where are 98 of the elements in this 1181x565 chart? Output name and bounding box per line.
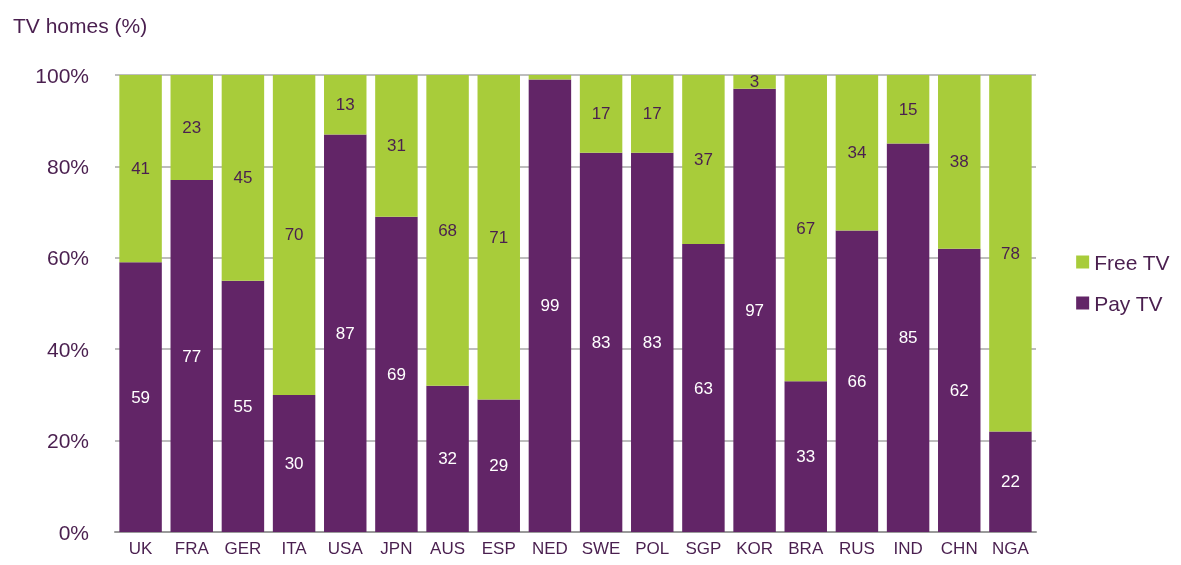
data-label: 15 <box>898 99 918 119</box>
bar <box>477 75 520 400</box>
data-label: 55 <box>233 396 253 416</box>
data-label: 77 <box>182 346 202 366</box>
bar <box>324 75 367 135</box>
data-label: 68 <box>438 220 458 240</box>
bar <box>579 152 623 532</box>
y-tick-label: 40% <box>46 337 89 361</box>
x-tick-label: KOR <box>736 539 774 558</box>
bar <box>119 75 162 263</box>
legend-label: Pay TV <box>1094 291 1163 315</box>
bar <box>989 75 1032 432</box>
data-label: 31 <box>386 136 406 156</box>
data-label: 70 <box>284 225 304 245</box>
bar <box>272 394 316 532</box>
data-label: 87 <box>335 323 355 343</box>
bar <box>528 75 572 80</box>
data-label: 59 <box>131 387 151 407</box>
data-label: 30 <box>284 453 304 473</box>
data-label: 3 <box>749 72 760 92</box>
y-axis-title: TV homes (%) <box>13 14 148 37</box>
data-label: 32 <box>438 449 458 469</box>
bar <box>682 244 725 532</box>
data-label: 22 <box>1000 472 1020 492</box>
bar <box>272 75 316 395</box>
bar <box>938 248 981 532</box>
data-label: 99 <box>540 296 560 316</box>
bar <box>886 143 930 532</box>
bar <box>733 88 776 532</box>
x-tick-label: SWE <box>581 539 621 558</box>
bar <box>221 75 265 281</box>
data-label: 97 <box>745 300 765 320</box>
data-label: 71 <box>489 227 509 247</box>
bar <box>324 134 367 532</box>
data-label: 17 <box>642 104 662 124</box>
data-label: 66 <box>847 371 867 391</box>
bar <box>835 75 879 231</box>
x-tick-label: FRA <box>174 539 210 558</box>
data-label: 67 <box>796 218 816 238</box>
data-label: 38 <box>949 152 969 172</box>
data-label: 45 <box>233 168 253 188</box>
bar <box>528 79 572 532</box>
bar <box>631 75 674 153</box>
bar <box>170 75 213 181</box>
bar <box>784 381 827 532</box>
bar <box>733 75 776 89</box>
bar <box>886 75 930 144</box>
y-tick-label: 60% <box>46 246 89 270</box>
data-label: 69 <box>386 364 406 384</box>
bar <box>170 180 213 532</box>
data-label: 13 <box>335 95 355 115</box>
bar <box>682 75 725 245</box>
x-tick-label: AUS <box>430 539 466 558</box>
bar <box>119 262 162 532</box>
x-tick-label: NED <box>531 539 568 558</box>
y-tick-label: 80% <box>46 154 89 178</box>
x-tick-label: SGP <box>685 539 722 558</box>
bar <box>426 75 469 386</box>
data-label: 41 <box>131 159 151 179</box>
data-label: 37 <box>693 150 713 170</box>
x-tick-label: NGA <box>991 539 1030 558</box>
data-label: 78 <box>1000 243 1020 263</box>
data-label: 33 <box>796 447 816 467</box>
data-label: 85 <box>898 328 918 348</box>
data-label: 17 <box>591 104 611 124</box>
x-tick-label: JPN <box>380 539 413 558</box>
legend-label: Free TV <box>1094 250 1170 274</box>
x-tick-label: IND <box>893 539 923 558</box>
y-tick-label: 20% <box>46 429 89 453</box>
x-tick-label: ESP <box>481 539 516 558</box>
bar <box>938 75 981 249</box>
bar <box>221 280 265 532</box>
data-label: 62 <box>949 380 969 400</box>
bar <box>784 75 827 382</box>
x-tick-label: UK <box>128 539 154 558</box>
bar <box>375 216 418 532</box>
data-label: 83 <box>642 332 662 352</box>
y-tick-label: 0% <box>58 520 89 544</box>
bar <box>631 152 674 532</box>
data-label: 83 <box>591 332 611 352</box>
x-tick-label: POL <box>635 539 670 558</box>
bar <box>375 75 418 217</box>
x-tick-label: USA <box>327 539 364 558</box>
data-label: 29 <box>489 456 509 476</box>
bar <box>989 431 1032 532</box>
bar <box>426 385 469 532</box>
bar <box>835 230 879 532</box>
x-tick-label: ITA <box>281 539 308 558</box>
bar <box>579 75 623 153</box>
x-tick-label: GER <box>224 539 262 558</box>
x-tick-label: BRA <box>788 539 824 558</box>
x-tick-label: CHN <box>940 539 978 558</box>
bar <box>477 399 520 532</box>
data-label: 63 <box>693 378 713 398</box>
data-label: 34 <box>847 143 867 163</box>
x-tick-label: RUS <box>838 539 875 558</box>
data-label: 23 <box>182 118 202 138</box>
y-tick-label: 100% <box>35 63 89 87</box>
